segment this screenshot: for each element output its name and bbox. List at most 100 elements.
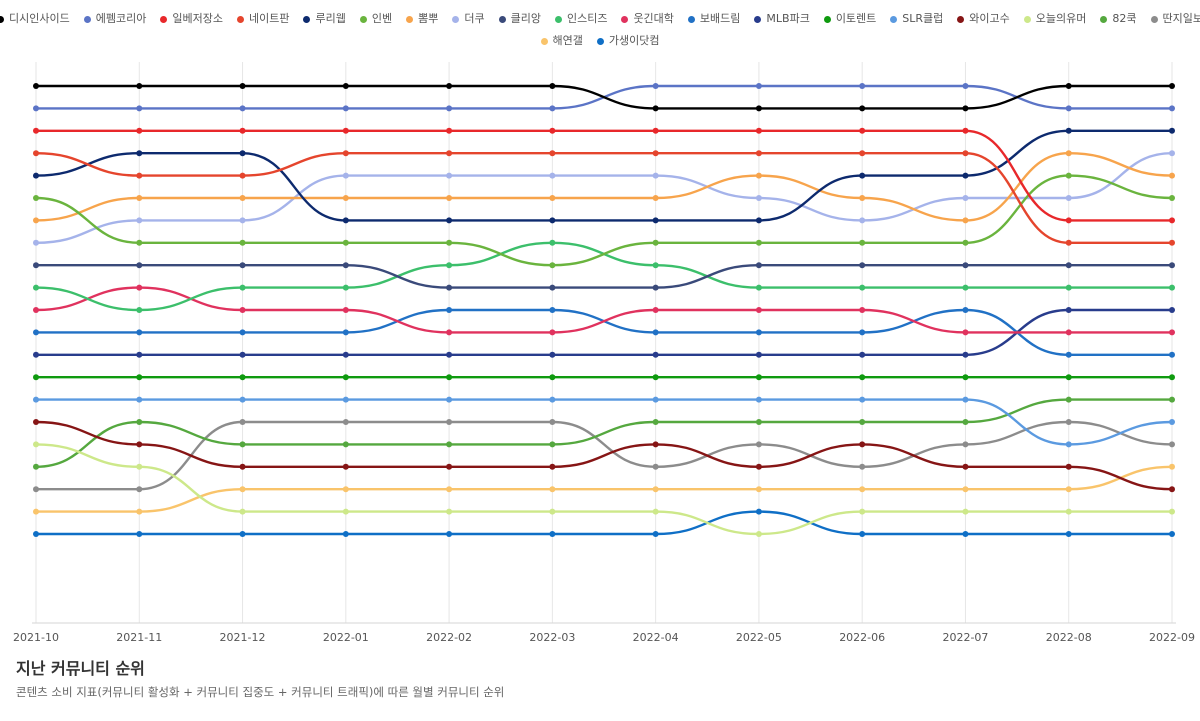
data-point[interactable] (446, 83, 453, 89)
data-point[interactable] (33, 374, 39, 381)
data-point[interactable] (446, 105, 453, 112)
data-point[interactable] (755, 83, 762, 89)
legend-item[interactable]: 더쿠 (452, 8, 485, 30)
data-point[interactable] (239, 374, 246, 381)
legend-item[interactable]: 네이트판 (236, 8, 289, 30)
data-point[interactable] (1065, 284, 1072, 291)
data-point[interactable] (549, 396, 556, 403)
data-point[interactable] (755, 463, 762, 470)
data-point[interactable] (342, 307, 349, 313)
legend-item[interactable]: 딴지일보 (1150, 8, 1200, 30)
data-point[interactable] (136, 508, 143, 515)
data-point[interactable] (652, 239, 659, 246)
data-point[interactable] (239, 284, 246, 291)
data-point[interactable] (1169, 419, 1175, 425)
data-point[interactable] (1065, 486, 1072, 493)
data-point[interactable] (1169, 262, 1175, 269)
data-point[interactable] (342, 217, 349, 224)
legend-item[interactable]: 82쿡 (1100, 8, 1137, 30)
data-point[interactable] (446, 172, 453, 179)
data-point[interactable] (136, 531, 143, 537)
data-point[interactable] (859, 508, 866, 515)
data-point[interactable] (962, 419, 969, 425)
data-point[interactable] (652, 508, 659, 515)
data-point[interactable] (549, 531, 556, 537)
data-point[interactable] (962, 195, 969, 201)
data-point[interactable] (652, 172, 659, 179)
data-point[interactable] (446, 374, 453, 381)
data-point[interactable] (33, 262, 39, 269)
series-line[interactable] (34, 420, 1174, 491)
data-point[interactable] (239, 172, 246, 179)
data-point[interactable] (342, 195, 349, 201)
data-point[interactable] (962, 531, 969, 537)
data-point[interactable] (549, 127, 556, 134)
data-point[interactable] (859, 127, 866, 134)
data-point[interactable] (652, 531, 659, 537)
data-point[interactable] (446, 239, 453, 246)
data-point[interactable] (962, 150, 969, 157)
data-point[interactable] (652, 463, 659, 470)
data-point[interactable] (859, 239, 866, 246)
data-point[interactable] (962, 239, 969, 246)
data-point[interactable] (33, 127, 39, 134)
data-point[interactable] (239, 419, 246, 425)
data-point[interactable] (239, 396, 246, 403)
data-point[interactable] (342, 419, 349, 425)
data-point[interactable] (1169, 195, 1175, 201)
data-point[interactable] (1169, 83, 1175, 89)
series-line[interactable] (34, 465, 1174, 513)
data-point[interactable] (962, 486, 969, 493)
data-point[interactable] (446, 127, 453, 134)
data-point[interactable] (1065, 83, 1072, 89)
data-point[interactable] (859, 195, 866, 201)
data-point[interactable] (549, 83, 556, 89)
data-point[interactable] (239, 463, 246, 470)
series-line[interactable] (34, 510, 1174, 536)
data-point[interactable] (1065, 217, 1072, 224)
series-line[interactable] (34, 286, 1174, 334)
data-point[interactable] (549, 105, 556, 112)
data-point[interactable] (446, 284, 453, 291)
data-point[interactable] (33, 531, 39, 537)
data-point[interactable] (859, 486, 866, 493)
data-point[interactable] (239, 307, 246, 313)
data-point[interactable] (1169, 486, 1175, 493)
data-point[interactable] (859, 262, 866, 269)
data-point[interactable] (1169, 150, 1175, 157)
data-point[interactable] (962, 172, 969, 179)
data-point[interactable] (33, 307, 39, 313)
data-point[interactable] (859, 83, 866, 89)
data-point[interactable] (446, 396, 453, 403)
data-point[interactable] (1169, 239, 1175, 246)
data-point[interactable] (342, 284, 349, 291)
data-point[interactable] (755, 508, 762, 515)
data-point[interactable] (1065, 508, 1072, 515)
series-line[interactable] (34, 84, 1174, 110)
data-point[interactable] (239, 441, 246, 448)
data-point[interactable] (1065, 239, 1072, 246)
data-point[interactable] (652, 284, 659, 291)
data-point[interactable] (549, 463, 556, 470)
data-point[interactable] (962, 105, 969, 112)
data-point[interactable] (1169, 396, 1175, 403)
data-point[interactable] (1065, 419, 1072, 425)
data-point[interactable] (549, 195, 556, 201)
data-point[interactable] (755, 150, 762, 157)
data-point[interactable] (239, 508, 246, 515)
data-point[interactable] (549, 419, 556, 425)
data-point[interactable] (755, 217, 762, 224)
legend-item[interactable]: 에펨코리아 (83, 8, 146, 30)
series-line[interactable] (34, 398, 1174, 468)
data-point[interactable] (446, 531, 453, 537)
data-point[interactable] (1169, 172, 1175, 179)
data-point[interactable] (342, 441, 349, 448)
data-point[interactable] (549, 329, 556, 336)
data-point[interactable] (446, 329, 453, 336)
data-point[interactable] (859, 351, 866, 358)
data-point[interactable] (33, 105, 39, 112)
data-point[interactable] (755, 419, 762, 425)
data-point[interactable] (446, 441, 453, 448)
data-point[interactable] (652, 486, 659, 493)
data-point[interactable] (1065, 463, 1072, 470)
